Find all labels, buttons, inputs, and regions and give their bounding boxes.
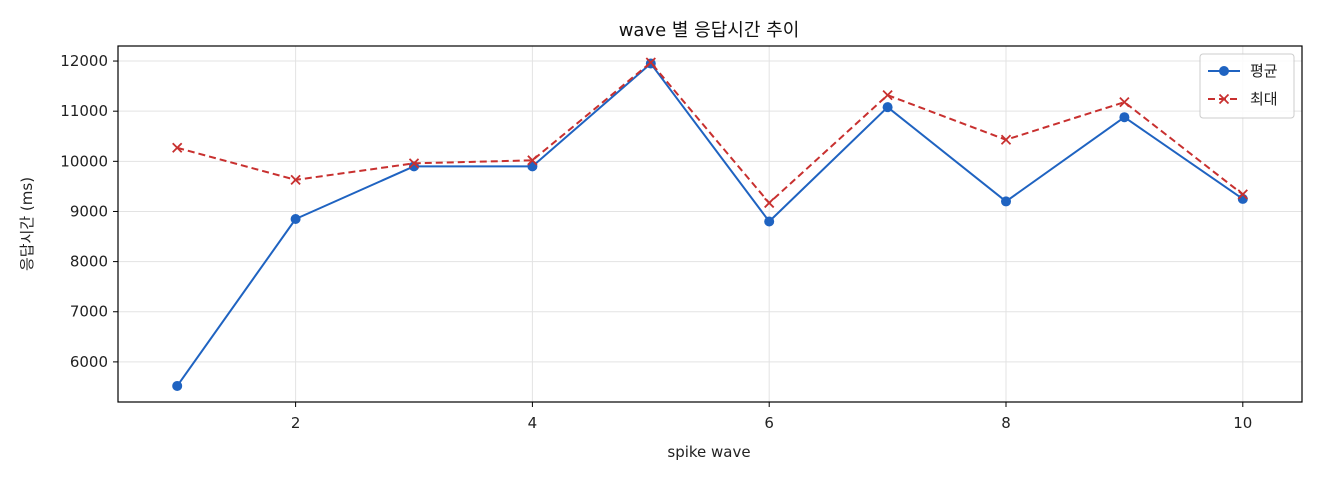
data-point-legend <box>1219 66 1229 76</box>
axis-ticks: 2 4 6 8 10 6000 7000 8000 9000 10000 11000 12000 <box>60 52 1252 432</box>
x-marker-stroke <box>527 155 538 166</box>
data-point-7 <box>1000 134 1012 145</box>
legend-box <box>1199 53 1295 119</box>
x-marker-stroke <box>764 197 775 209</box>
data-point-0 <box>172 380 183 391</box>
data-point-8 <box>1119 97 1130 108</box>
x-tick-label: 2 <box>291 414 301 432</box>
legend-label: 최대 <box>1250 90 1278 108</box>
y-tick-label: 11000 <box>60 102 108 120</box>
series-layer <box>172 57 1248 391</box>
x-marker-stroke <box>645 57 656 68</box>
grid-lines <box>118 46 1302 402</box>
legend-item-1: 최대 <box>1208 90 1278 108</box>
x-tick-label: 8 <box>1001 414 1011 432</box>
x-marker-stroke <box>1237 189 1248 200</box>
series-line-1 <box>176 61 1244 204</box>
x-marker-stroke <box>172 142 183 153</box>
x-axis-title: spike wave <box>667 443 750 461</box>
y-tick-label: 9000 <box>70 202 108 220</box>
y-tick-label: 12000 <box>60 52 108 70</box>
data-point-6 <box>882 102 893 113</box>
legend-label: 평균 <box>1250 62 1278 80</box>
x-marker-stroke <box>1119 97 1130 108</box>
data-point-7 <box>1001 196 1011 207</box>
x-tick-label: 4 <box>528 414 538 432</box>
y-tick-label: 7000 <box>70 303 108 321</box>
chart-title: wave 별 응답시간 추이 <box>619 20 800 41</box>
x-tick-label: 6 <box>764 414 774 432</box>
y-tick-label: 10000 <box>60 152 108 170</box>
plot-frame <box>117 45 1303 403</box>
data-point-9 <box>1237 189 1248 200</box>
y-tick-label: 6000 <box>70 353 108 371</box>
data-point-5 <box>764 197 775 209</box>
x-marker-stroke <box>882 90 893 101</box>
x-tick-label: 10 <box>1233 414 1252 432</box>
x-marker-stroke <box>408 158 420 169</box>
data-point-1 <box>290 174 301 186</box>
data-point-6 <box>882 90 893 101</box>
x-marker-stroke <box>290 174 301 186</box>
data-point-legend <box>1218 93 1230 105</box>
data-point-0 <box>172 142 183 153</box>
legend-item-0: 평균 <box>1208 62 1278 80</box>
data-point-4 <box>645 57 656 68</box>
x-marker-stroke <box>1218 93 1230 105</box>
data-point-3 <box>527 155 538 166</box>
y-axis-title: 응답시간 (ms) <box>18 177 36 271</box>
data-point-8 <box>1119 112 1130 123</box>
series-1 <box>172 57 1248 209</box>
data-point-1 <box>290 213 301 224</box>
y-tick-label: 8000 <box>70 253 108 271</box>
series-line-0 <box>176 62 1244 387</box>
data-point-5 <box>764 216 775 227</box>
x-marker-stroke <box>1000 134 1012 145</box>
data-point-2 <box>408 158 420 169</box>
